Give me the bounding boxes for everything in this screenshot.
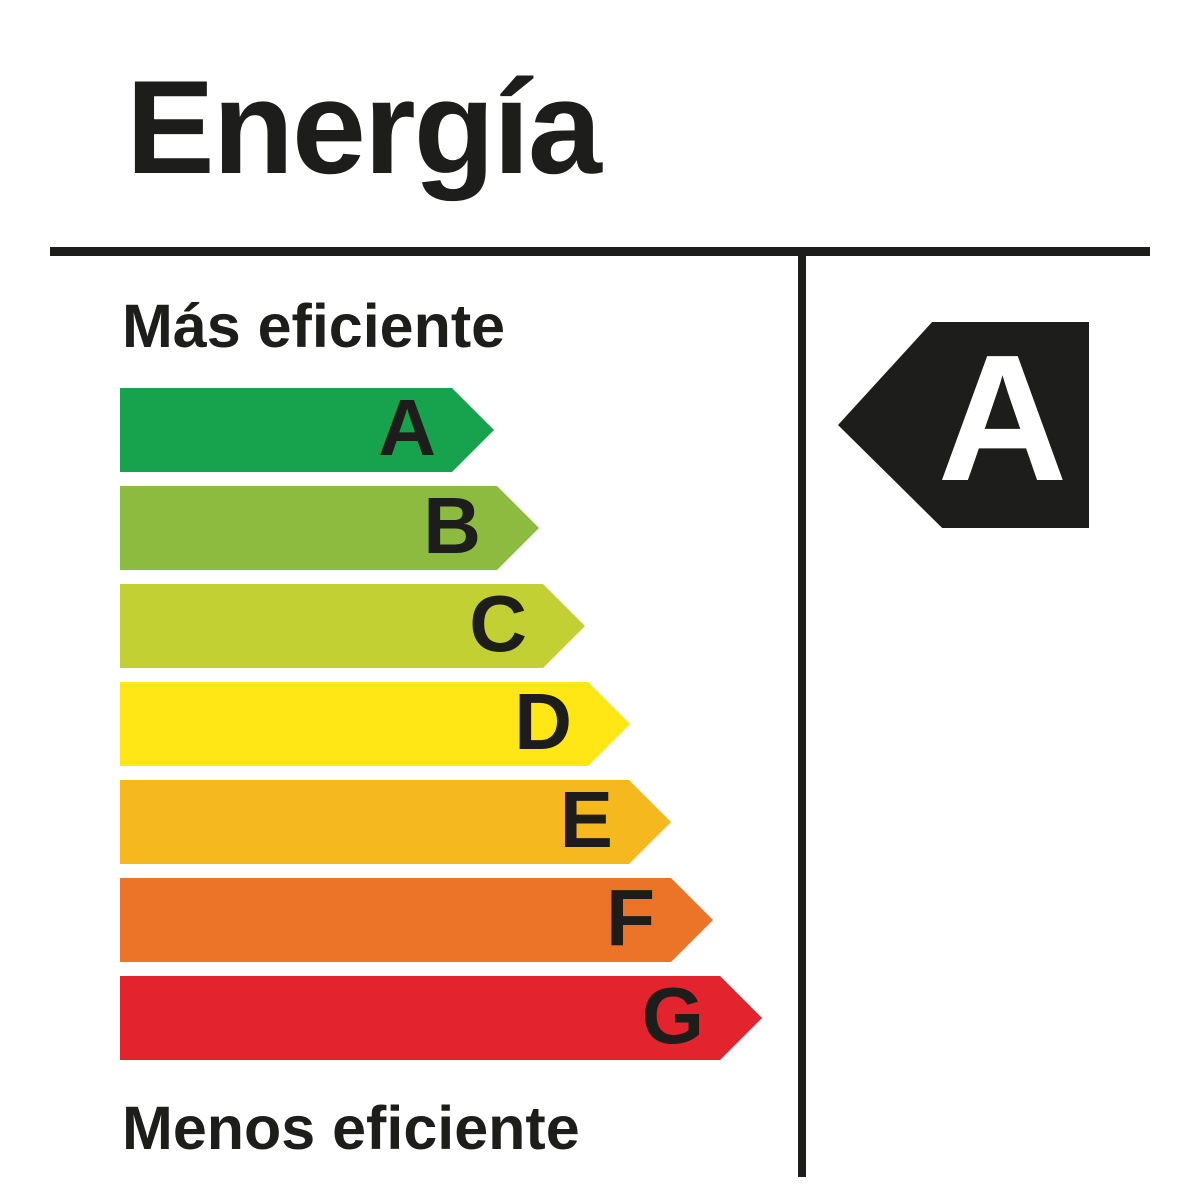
more-efficient-label: Más eficiente — [122, 292, 506, 360]
less-efficient-label: Menos eficiente — [122, 1094, 580, 1162]
efficiency-bar: C — [120, 584, 585, 668]
rating-letter: A — [937, 318, 1068, 519]
efficiency-bar: E — [120, 780, 671, 864]
efficiency-bar-letter: G — [641, 971, 704, 1060]
efficiency-bar: D — [120, 682, 630, 766]
efficiency-scale: A B C D E F G — [120, 388, 762, 1060]
efficiency-bar: G — [120, 976, 762, 1060]
efficiency-bar: F — [120, 878, 713, 962]
efficiency-bar-letter: D — [514, 677, 572, 766]
rating-badge: A — [838, 322, 1089, 528]
efficiency-bar-letter: A — [378, 383, 436, 472]
column-divider — [798, 247, 806, 1177]
efficiency-bar: B — [120, 486, 539, 570]
efficiency-bar: A — [120, 388, 494, 472]
efficiency-bar-letter: C — [469, 579, 527, 668]
title-divider — [50, 247, 1150, 256]
efficiency-bar-letter: F — [606, 873, 655, 962]
efficiency-bar-letter: B — [423, 481, 481, 570]
page-title: Energía — [126, 54, 602, 202]
efficiency-bar-letter: E — [559, 775, 613, 864]
